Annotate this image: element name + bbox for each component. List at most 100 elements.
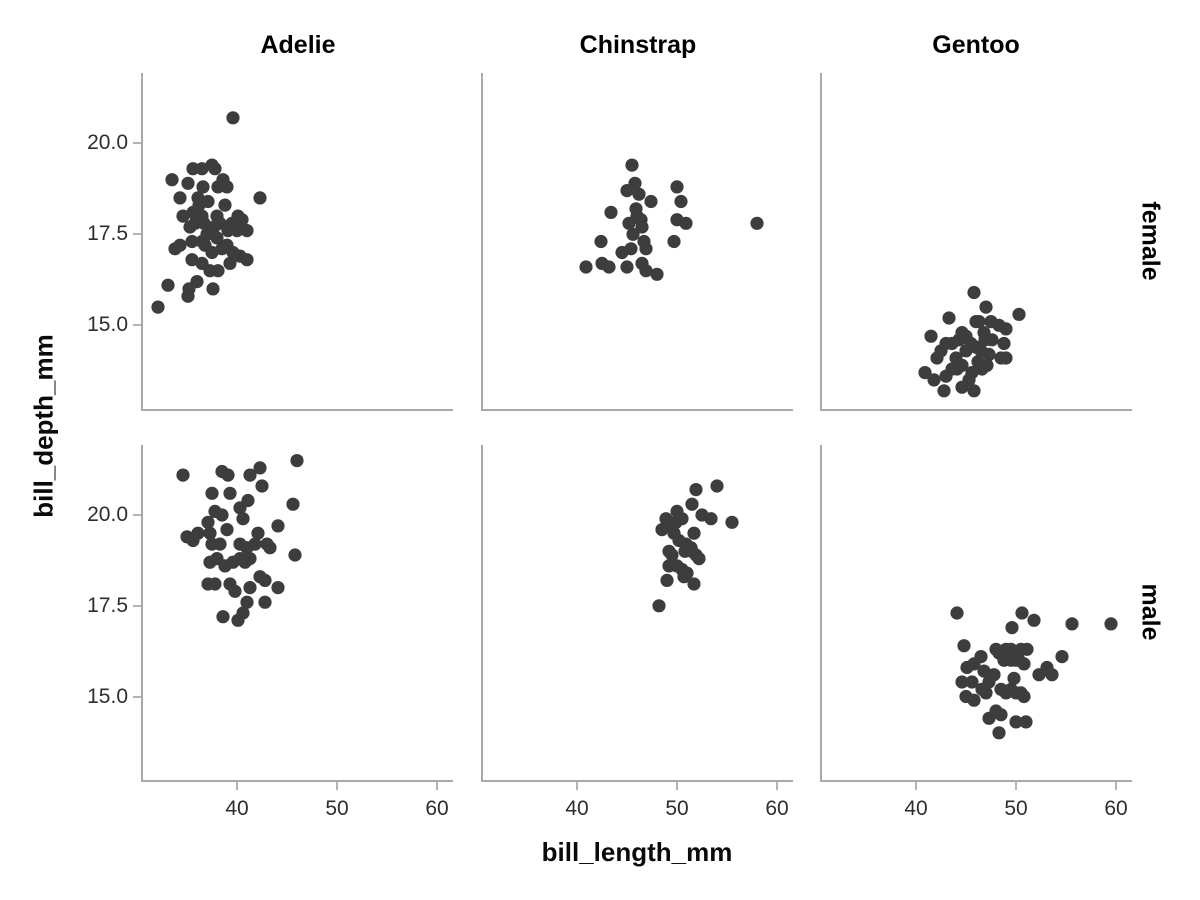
scatter-point — [924, 329, 938, 343]
scatter-point — [992, 726, 1006, 740]
scatter-point — [594, 234, 608, 249]
scatter-point — [942, 311, 956, 325]
facet-title-adelie: Adelie — [260, 31, 336, 59]
y-tick-label: 15.0 — [87, 684, 128, 708]
strip-label-female: female — [1136, 201, 1165, 281]
scatter-point — [176, 209, 190, 223]
x-axis-line — [481, 780, 793, 782]
scatter-point — [1009, 715, 1023, 729]
scatter-point — [1017, 657, 1031, 671]
scatter-point — [985, 333, 999, 347]
scatter-point — [271, 519, 285, 533]
scatter-point — [255, 479, 269, 493]
scatter-point — [644, 194, 658, 209]
x-axis-title: bill_length_mm — [541, 837, 733, 867]
scatter-points-layer — [918, 285, 1026, 398]
scatter-point — [965, 366, 979, 380]
y-axis-line — [481, 73, 483, 411]
scatter-point — [201, 194, 215, 209]
y-axis-title: bill_depth_mm — [28, 334, 59, 518]
scatter-point — [1019, 715, 1033, 729]
scatter-point — [972, 315, 986, 329]
scatter-point — [660, 573, 674, 587]
scatter-point — [927, 373, 941, 387]
x-tick-mark — [236, 782, 238, 790]
scatter-point — [240, 224, 254, 238]
scatter-point — [191, 526, 205, 540]
scatter-point — [579, 260, 593, 274]
y-axis-line — [141, 73, 143, 411]
scatter-point — [967, 384, 981, 398]
scatter-point — [957, 639, 971, 653]
scatter-point — [639, 264, 653, 278]
scatter-point — [937, 384, 951, 398]
scatter-point — [195, 162, 209, 176]
scatter-point — [211, 264, 225, 278]
scatter-point — [967, 285, 981, 300]
scatter-point — [750, 216, 764, 230]
scatter-point — [674, 194, 688, 209]
scatter-point — [258, 573, 272, 587]
panel-male-gentoo — [822, 445, 1132, 780]
y-tick-mark — [133, 514, 141, 517]
scatter-point — [1020, 642, 1034, 656]
x-tick-mark — [576, 782, 578, 790]
scatter-point — [1015, 606, 1029, 620]
scatter-point — [687, 526, 701, 540]
scatter-points-layer — [176, 454, 304, 627]
scatter-point — [652, 599, 666, 613]
x-tick-mark — [436, 782, 438, 790]
y-axis-line — [481, 445, 483, 782]
panel-male-chinstrap — [483, 445, 793, 780]
scatter-point — [226, 111, 240, 125]
scatter-points-layer — [950, 606, 1118, 740]
scatter-point — [185, 234, 199, 249]
scatter-point — [692, 552, 706, 566]
y-tick-mark — [133, 233, 141, 236]
panel-female-gentoo — [822, 73, 1132, 409]
scatter-point — [173, 191, 187, 205]
panel-male-adelie — [143, 445, 453, 780]
y-tick-mark — [133, 142, 141, 145]
scatter-point — [628, 176, 642, 190]
scatter-point — [955, 358, 969, 372]
scatter-point — [979, 686, 993, 700]
panel-female-chinstrap — [483, 73, 793, 409]
y-tick-label: 15.0 — [87, 313, 128, 337]
scatter-point — [243, 468, 257, 482]
scatter-point — [1055, 650, 1069, 664]
scatter-point — [208, 162, 222, 176]
scatter-point — [197, 216, 211, 230]
scatter-point — [223, 256, 237, 270]
scatter-point — [685, 497, 699, 511]
x-tick-label: 40 — [225, 797, 249, 820]
scatter-point — [687, 577, 701, 591]
scatter-point — [632, 187, 646, 201]
x-axis-line — [141, 409, 453, 411]
scatter-point — [967, 693, 981, 707]
x-tick-label: 40 — [904, 797, 928, 820]
scatter-point — [203, 526, 217, 540]
scatter-point — [220, 180, 234, 194]
scatter-point — [210, 231, 224, 245]
scatter-point — [241, 493, 255, 508]
scatter-point — [704, 512, 718, 526]
panel-female-adelie — [143, 73, 453, 409]
scatter-point — [223, 486, 237, 500]
scatter-point — [625, 158, 639, 172]
scatter-point — [1065, 617, 1079, 631]
y-tick-label: 20.0 — [87, 503, 128, 527]
scatter-point — [918, 366, 932, 380]
y-tick-label: 17.5 — [87, 593, 128, 617]
scatter-point — [650, 267, 664, 281]
x-tick-mark — [336, 782, 338, 790]
scatter-point — [251, 526, 265, 540]
y-tick-label: 17.5 — [87, 222, 128, 246]
scatter-points-layer — [579, 158, 764, 281]
scatter-point — [220, 523, 234, 537]
scatter-point — [286, 497, 300, 511]
scatter-point — [243, 581, 257, 595]
x-tick-label: 60 — [1104, 797, 1128, 820]
x-axis-line — [820, 780, 1132, 782]
